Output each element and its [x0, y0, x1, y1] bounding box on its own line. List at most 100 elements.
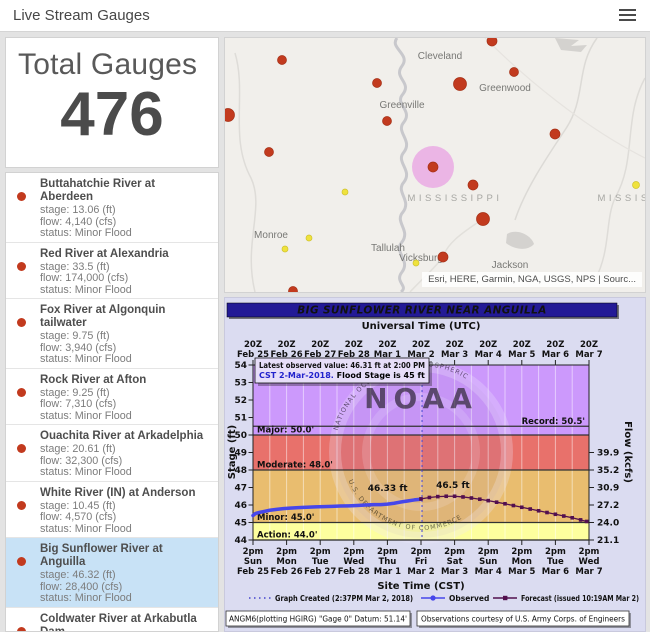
gauge-map-dot[interactable]	[277, 55, 287, 65]
map-river	[234, 52, 257, 292]
svg-text:Thu: Thu	[378, 557, 396, 567]
svg-text:2pm: 2pm	[343, 547, 364, 557]
gauge-list-item[interactable]: Red River at Alexandria stage: 33.5 (ft) f…	[6, 242, 218, 299]
mississippi-river	[393, 38, 409, 292]
gauge-list-item[interactable]: Fox River at Algonquin tailwater stage: 9…	[6, 299, 218, 369]
gauge-map-dot[interactable]	[486, 38, 498, 47]
gauge-detail: flow: 3,940 (cfs)	[40, 341, 117, 354]
gauge-map-dot[interactable]	[382, 116, 392, 126]
gauge-list-item[interactable]: White River (IN) at Anderson stage: 10.45…	[6, 481, 218, 538]
svg-text:Mar 3: Mar 3	[441, 350, 468, 360]
gauge-map-dot[interactable]	[476, 212, 490, 226]
svg-text:20Z: 20Z	[378, 340, 396, 350]
total-gauges-value: 476	[60, 80, 164, 149]
gauge-map-dot[interactable]	[225, 108, 235, 122]
gauge-detail: flow: 4,570 (cfs)	[40, 511, 117, 523]
svg-text:Feb 28: Feb 28	[338, 567, 370, 577]
svg-text:NOAA: NOAA	[364, 382, 478, 415]
gauge-map-dot[interactable]	[288, 286, 298, 293]
gauge-map-dot[interactable]	[412, 259, 420, 267]
svg-text:35.2: 35.2	[597, 466, 619, 476]
map-canvas[interactable]: Cleveland Greenwood Greenville MISSISSIPPI M…	[225, 38, 645, 292]
svg-text:Minor: 45.0': Minor: 45.0'	[257, 513, 314, 523]
svg-text:20Z: 20Z	[345, 340, 363, 350]
gauge-detail: stage: 9.75 (ft)	[40, 330, 110, 342]
svg-text:Mar 2: Mar 2	[407, 567, 434, 577]
map-place-label: Tallulah	[371, 243, 405, 254]
gauge-detail: status: Minor Flood	[40, 283, 132, 296]
svg-text:Moderate: 48.0': Moderate: 48.0'	[257, 461, 333, 471]
page-title: Live Stream Gauges	[13, 7, 150, 24]
gauge-map-dot[interactable]	[437, 251, 449, 263]
svg-text:24.0: 24.0	[597, 519, 619, 529]
map-panel[interactable]: Cleveland Greenwood Greenville MISSISSIPPI M…	[224, 37, 646, 293]
gauge-detail: flow: 32,300 (cfs)	[40, 454, 123, 467]
svg-text:20Z: 20Z	[244, 340, 262, 350]
svg-text:39.9: 39.9	[597, 449, 619, 459]
svg-text:2pm: 2pm	[411, 547, 432, 557]
hamburger-menu-icon[interactable]	[619, 9, 636, 23]
svg-text:ANGM6(plotting HGIRG) "Gage 0": ANGM6(plotting HGIRG) "Gage 0" Datum: 51…	[229, 615, 407, 624]
gauge-detail: status: Minor Flood	[40, 592, 132, 604]
map-attribution: Esri, HERE, Garmin, NGA, USGS, NPS | Sou…	[422, 272, 642, 287]
map-place-label: Vicksburg	[399, 253, 443, 264]
svg-text:2pm: 2pm	[276, 547, 297, 557]
gauge-name: Big Sunflower River at Anguilla	[40, 543, 163, 568]
gauge-list-item[interactable]: Buttahatchie River at Aberdeen stage: 13.…	[6, 173, 218, 243]
total-gauges-label: Total Gauges	[18, 48, 198, 81]
svg-text:46.5 ft: 46.5 ft	[436, 481, 470, 491]
svg-text:Feb 28: Feb 28	[338, 350, 370, 360]
svg-text:20Z: 20Z	[479, 340, 497, 350]
gauge-map-dot[interactable]	[305, 234, 313, 242]
map-river	[594, 77, 645, 281]
gauge-list: Buttahatchie River at Aberdeen stage: 13.…	[6, 173, 218, 631]
gauge-list-item[interactable]: Big Sunflower River at Anguilla stage: 46…	[6, 538, 218, 608]
svg-text:20Z: 20Z	[580, 340, 598, 350]
svg-text:BIG SUNFLOWER RIVER NEAR ANGUI: BIG SUNFLOWER RIVER NEAR ANGUILLA	[297, 305, 547, 317]
gauge-map-dot[interactable]	[632, 181, 640, 189]
gauge-status-dot-icon	[17, 500, 26, 510]
map-place-label: Greenwood	[479, 83, 531, 94]
gauge-status-dot-icon	[17, 626, 26, 631]
svg-text:47: 47	[234, 484, 247, 494]
gauge-detail: status: Minor Flood	[40, 466, 132, 478]
gauge-map-dot[interactable]	[281, 245, 289, 253]
svg-text:20Z: 20Z	[311, 340, 329, 350]
gauge-list-item[interactable]: Ouachita River at Arkadelphia stage: 20.6…	[6, 425, 218, 482]
gauge-list-item[interactable]: Coldwater River at Arkabutla Damstage: 2…	[6, 607, 218, 631]
gauge-map-dot[interactable]	[372, 78, 382, 88]
svg-text:Mon: Mon	[276, 557, 296, 567]
gauge-detail: status: Minor Flood	[40, 227, 132, 239]
hydrograph-chart: BIG SUNFLOWER RIVER NEAR ANGUILLA Univers…	[225, 302, 639, 628]
selected-gauge-map-dot[interactable]	[427, 161, 439, 173]
svg-text:53: 53	[234, 379, 247, 389]
map-water-body	[555, 38, 587, 52]
gauge-detail: status: Minor Flood	[40, 409, 132, 422]
gauge-status-dot-icon	[17, 387, 26, 397]
gauge-map-dot[interactable]	[467, 179, 479, 191]
svg-text:20Z: 20Z	[513, 340, 531, 350]
svg-text:Feb 25: Feb 25	[237, 567, 269, 577]
svg-text:Site Time (CST): Site Time (CST)	[377, 581, 464, 592]
gauge-map-dot[interactable]	[453, 77, 467, 91]
svg-text:20Z: 20Z	[446, 340, 464, 350]
svg-text:Feb 27: Feb 27	[304, 350, 336, 360]
gauge-list-item[interactable]: Rock River at Afton stage: 9.25 (ft) flow:…	[6, 368, 218, 425]
gauge-map-dot[interactable]	[549, 128, 561, 140]
svg-text:50: 50	[234, 431, 247, 441]
gauge-detail: stage: 10.45 (ft)	[40, 499, 116, 512]
svg-text:44: 44	[234, 536, 247, 546]
map-place-label: Cleveland	[418, 51, 462, 62]
gauge-status-dot-icon	[17, 318, 26, 327]
svg-text:2pm: 2pm	[243, 547, 264, 557]
svg-text:48: 48	[234, 466, 247, 476]
gauge-map-dot[interactable]	[341, 188, 349, 196]
gauge-list-panel[interactable]: Buttahatchie River at Aberdeen stage: 13.…	[5, 172, 219, 632]
svg-text:46: 46	[234, 501, 247, 511]
svg-text:Observed: Observed	[449, 594, 489, 603]
svg-text:Forecast (issued 10:19AM Mar 2: Forecast (issued 10:19AM Mar 2)	[521, 594, 639, 603]
gauge-map-dot[interactable]	[509, 67, 519, 77]
gauge-map-dot[interactable]	[264, 147, 274, 157]
svg-text:Mar 7: Mar 7	[575, 567, 602, 577]
map-place-label: Greenville	[379, 100, 424, 111]
